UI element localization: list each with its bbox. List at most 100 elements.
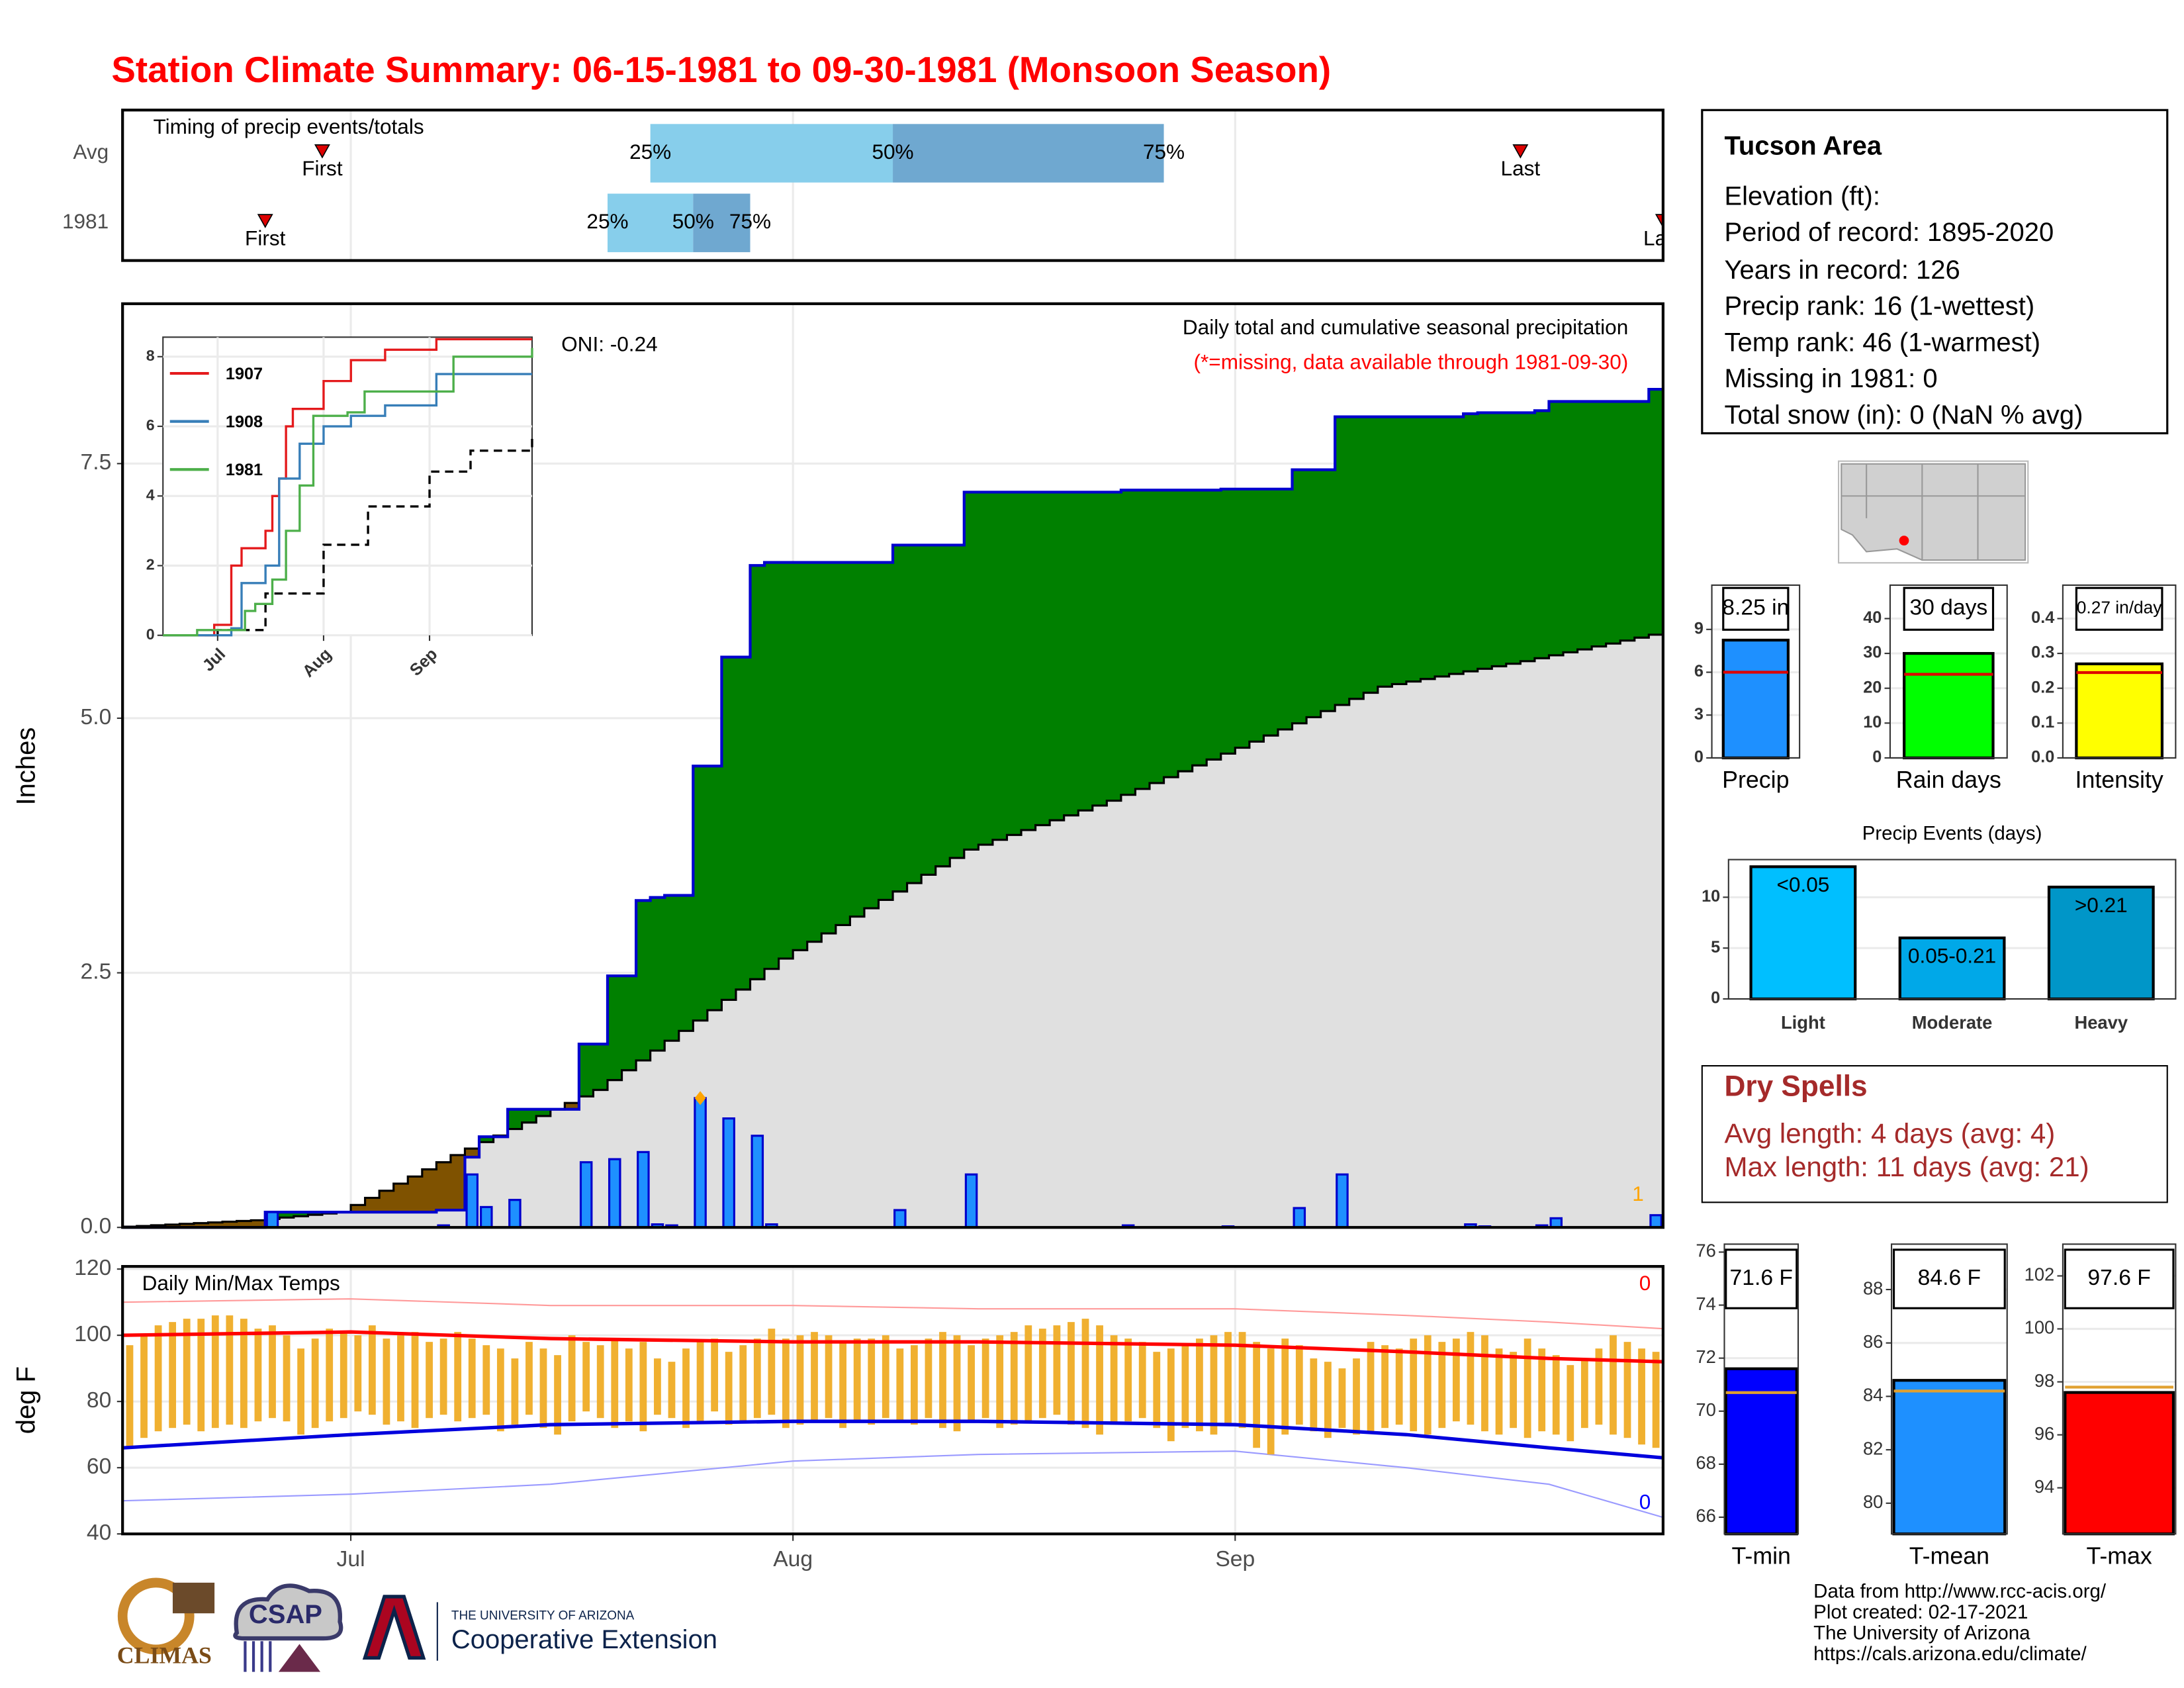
daily-precip-bar [608,1158,621,1229]
y-tick-label: 10 [1702,887,1720,906]
temp-range-bar [711,1338,719,1412]
x-tick-label: Sep [1215,1547,1255,1571]
temp-range-bar [1424,1335,1432,1435]
oni-annotation: ONI: -0.24 [561,332,658,355]
temp-range-bar [1538,1348,1546,1432]
temp-range-bar [1595,1348,1603,1425]
temp-range-bar [968,1345,975,1422]
panel-frame [1890,1243,2008,1535]
temp-range-bar [211,1315,219,1429]
category-label: Precip [1722,767,1789,793]
value-label: 8.25 in [1722,596,1789,620]
max-marker [694,1091,706,1105]
station-line: Missing in 1981: 0 [1724,364,1937,393]
temp-range-bar [811,1332,818,1422]
temp-range-bar [1395,1348,1403,1425]
category-label: T-max [2086,1542,2152,1569]
bar [2075,662,2164,760]
value-box [2064,1248,2175,1309]
footer-line: The University of Arizona [1813,1622,2030,1644]
locator-map [1838,460,2029,564]
value-box [1725,1248,1798,1309]
dry-spells-line: Avg length: 4 days (avg: 4) [1724,1117,2055,1149]
value-box [1722,586,1790,631]
temp-range-bar [939,1332,946,1429]
event-marker [1655,214,1663,228]
dry-spells-box: Dry Spells Avg length: 4 days (avg: 4) M… [1701,1065,2168,1203]
base-area [122,634,1663,1228]
temp-range-bar [1467,1332,1475,1425]
value-box [1903,586,1995,631]
ua-text: THE UNIVERSITY OF ARIZONA [451,1609,635,1622]
station-line: Elevation (ft): [1724,181,1880,211]
temp-range-bar [796,1335,804,1425]
temp-range-bar [639,1342,647,1432]
temp-range-bar [1552,1355,1560,1435]
temp-range-bar [1081,1319,1089,1429]
ua-logo [362,1595,426,1660]
y-axis-label: deg F [12,1366,41,1434]
daily-precip-bar [579,1161,593,1229]
daily-precip-bar [1336,1173,1349,1229]
category-label: Moderate [1912,1012,1993,1033]
daily-precip-bar [751,1135,764,1229]
station-box: Tucson Area Elevation (ft): Period of re… [1701,109,2169,435]
temp-range-bar [426,1342,433,1419]
inset-line [163,373,532,637]
footer-line: https://cals.arizona.edu/climate/ [1813,1643,2087,1665]
quartile-label: 50% [672,209,714,233]
temp-range-bar [611,1338,619,1429]
csap-rain [244,1641,272,1672]
temp-range-bar [1580,1358,1588,1429]
y-tick-label: 40 [1863,608,1882,627]
temp-range-bar [1110,1335,1118,1425]
y-tick-label: 6 [146,416,155,434]
y-tick-label: 60 [87,1454,111,1479]
record-low-count: 0 [1639,1489,1651,1513]
bar [1903,651,1995,760]
y-tick-label: 70 [1696,1399,1715,1420]
temp-range-bar [183,1319,191,1425]
y-tick-label: 120 [74,1256,111,1280]
temp-range-bar [154,1325,162,1432]
y-tick-label: 0.0 [81,1214,112,1239]
temp-range-bar [1038,1329,1046,1419]
y-tick-label: 0.0 [2031,748,2054,767]
inset-panel [162,336,533,636]
temp-range-bar [925,1338,933,1419]
quartile-label: 75% [729,209,771,233]
quartile-label: 25% [586,209,628,233]
dry-spells-frame [1701,1065,2168,1203]
y-tick-label: 82 [1863,1438,1883,1458]
y-tick-label: 80 [1863,1491,1883,1512]
temp-range-bar [1181,1345,1189,1429]
temp-range-bar [1367,1342,1375,1432]
temp-range-bar [269,1325,276,1419]
temp-range-bar [1410,1338,1418,1432]
category-label: Rain days [1896,767,2001,793]
bar [1721,638,1790,760]
event-label: First [302,156,343,180]
temp-range-bar [1138,1342,1146,1419]
temp-range-bar [169,1322,177,1429]
temp-range-bar [283,1335,291,1422]
x-tick-label: Aug [773,1547,813,1571]
daily-precip-bar [508,1199,522,1229]
temp-range-bar [539,1348,547,1429]
panel-frame [1727,859,2177,1000]
temp-range-bar [383,1338,390,1425]
temp-range-bar [1623,1342,1631,1438]
y-tick-label: 6 [1694,662,1704,680]
temp-range-bar [896,1348,904,1422]
temp-range-bar [1381,1345,1388,1429]
inset-line [163,348,533,637]
station-line: Years in record: 126 [1724,256,1960,285]
temp-range-bar [397,1335,404,1422]
daily-precip-bar [1649,1214,1662,1229]
csap-mountain [278,1644,321,1672]
temp-range-bar [1610,1335,1617,1435]
temp-range-bar [1210,1335,1218,1435]
value-label: 0.27 in/day [2077,598,2163,618]
temp-range-bar [1253,1342,1261,1448]
temp-range-bar [1153,1352,1161,1429]
